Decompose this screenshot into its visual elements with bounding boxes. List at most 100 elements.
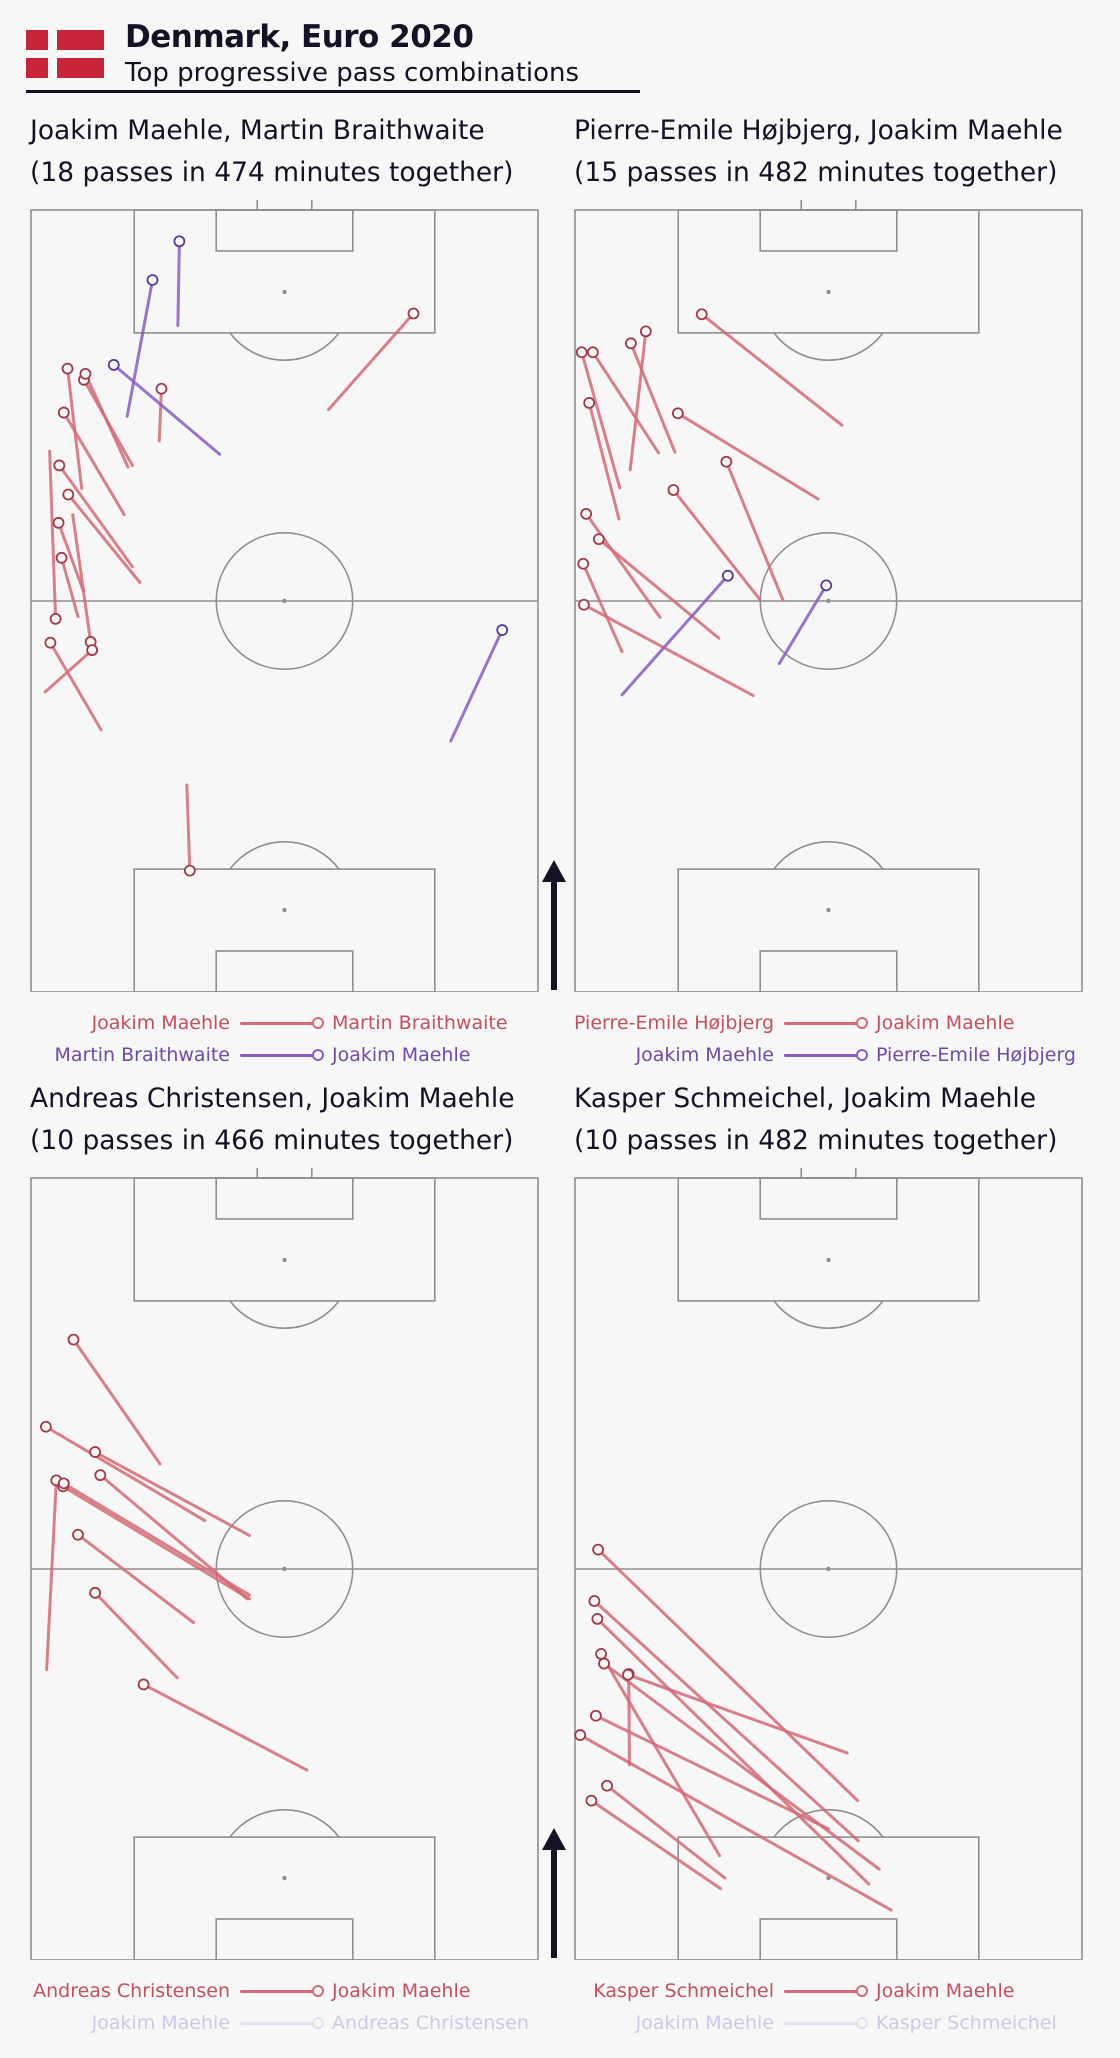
passes-primary [575,308,844,698]
pass-start-point [591,1612,604,1625]
pass-line [589,1799,722,1891]
pass-start-point [52,516,65,529]
panel-hojbjerg-maehle: Pierre-Emile Højbjerg, Joakim Maehle (15… [570,110,1110,1090]
pass-start-point [595,1648,607,1660]
legend-line-swatch [240,1054,316,1057]
panel-title: Joakim Maehle, Martin Braithwaite [30,115,485,146]
goal-area [215,1177,354,1220]
pass-line [605,1784,727,1880]
legend-point-swatch [312,2017,324,2029]
passes-primary [574,1543,893,1912]
penalty-arc [773,1809,884,1838]
pitch-markings [574,200,1083,992]
panel-title: Kasper Schmeichel, Joakim Maehle [574,1083,1037,1114]
pass-start-point [671,407,684,420]
penalty-spot [282,1875,287,1881]
pass-start-point [586,346,599,359]
pass-start-point [695,308,708,321]
pass-line [597,537,721,640]
pitch-chart [30,1168,539,1960]
penalty-area [677,1836,980,1960]
pass-line [71,1338,162,1466]
legend-row: Pierre-Emile Højbjerg Joakim Maehle [0,1010,1120,1036]
pass-start-point [496,624,509,636]
pass-line [620,574,730,697]
penalty-spot [282,1257,287,1263]
legend-line-swatch [784,1990,860,1993]
penalty-area [677,1177,980,1302]
page-title: Denmark, Euro 2020 [125,19,474,55]
pass-start-point [583,396,596,409]
panel-schmeichel-maehle: Kasper Schmeichel, Joakim Maehle (10 pas… [570,1078,1110,2058]
penalty-spot [282,907,287,913]
pass-line [83,372,130,469]
pass-line [596,1548,860,1803]
pass-start-point [575,346,588,359]
pass-start-point [55,551,68,564]
pass-start-point [183,864,196,877]
legend-row: Joakim Maehle Pierre-Emile Højbjerg [0,1042,1120,1068]
pass-start-point [622,1668,634,1681]
pass-line [582,603,755,698]
pass-line [584,512,662,619]
pass-line [48,449,58,621]
pass-start-point [588,1595,601,1607]
pass-start-point [574,1729,587,1741]
legend-row: Joakim Maehle Martin Braithwaite [0,1010,1120,1036]
legend-from-label: Kasper Schmeichel [593,1980,774,2002]
penalty-arc [773,332,884,361]
goal-area [759,950,898,992]
legend-line-swatch [784,2022,860,2025]
pitch-chart [30,200,539,992]
pass-start-point [578,598,590,611]
pass-line [591,350,661,455]
pitch-markings [30,1168,539,1960]
pass-start-point [820,579,833,592]
pass-line [627,1672,631,1767]
pass-start-point [137,1678,150,1691]
denmark-flag-icon [26,30,104,78]
legend-row: Kasper Schmeichel Joakim Maehle [0,1978,1120,2004]
legend-line-swatch [240,1022,316,1025]
pass-line [724,460,785,602]
pass-line [628,329,648,472]
goal-area [759,1918,898,1960]
pass-line [45,1478,58,1672]
pass-start-point [94,1469,107,1482]
pass-start-point [86,644,99,657]
pass-start-point [625,337,637,350]
pass-start-point [720,455,733,468]
pass-line [700,312,844,427]
penalty-arc [229,1300,340,1329]
goal-area [759,209,898,252]
centre-circle [759,531,898,671]
pass-start-point [667,484,680,496]
legend-line-swatch [784,1022,860,1025]
legend-from-label: Pierre-Emile Højbjerg [574,1012,774,1034]
pass-start-point [89,1586,102,1599]
penalty-spot [826,1257,831,1263]
pass-line [676,411,820,501]
penalty-area [677,209,980,334]
penalty-arc [229,1809,340,1838]
legend-point-swatch [312,1049,324,1061]
penalty-spot [826,907,831,913]
goal-area [215,1918,354,1960]
legend-point-swatch [856,1017,868,1029]
penalty-area [133,868,436,992]
penalty-arc [773,1300,884,1329]
legend-to-label: Pierre-Emile Højbjerg [876,1044,1076,1066]
pass-line [777,583,828,666]
penalty-spot [826,289,831,295]
legend-point-swatch [312,1017,324,1029]
pass-start-point [585,1794,598,1807]
goal-area [759,1177,898,1220]
pass-line [595,1617,871,1886]
panel-title: Pierre-Emile Højbjerg, Joakim Maehle [574,115,1063,146]
pass-line [66,492,142,584]
legend-point-swatch [312,1985,324,1997]
pass-line [602,1662,881,1871]
pass-line [185,783,192,873]
panel-subtitle: (18 passes in 474 minutes together) [30,157,514,188]
legend-row: Martin Braithwaite Joakim Maehle [0,1042,1120,1068]
